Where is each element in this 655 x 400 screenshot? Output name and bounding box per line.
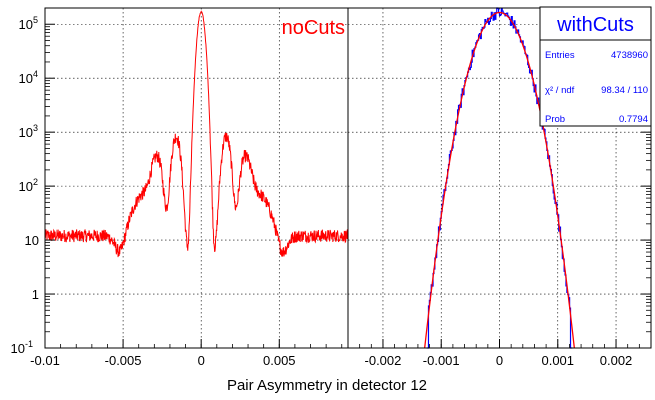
- left-x-ticks: -0.01 -0.005 0 0.005: [30, 339, 343, 368]
- left-y-tick-label: 1: [32, 287, 39, 302]
- stats-box-frame: [539, 6, 652, 127]
- x-axis-label: Pair Asymmetry in detector 12: [227, 377, 427, 394]
- stats-label-chi2ndf: χ² / ndf: [545, 85, 575, 96]
- left-y-tick-label: 102: [19, 177, 38, 194]
- left-panel-title: noCuts: [282, 17, 345, 39]
- right-x-tick-label: 0.001: [541, 353, 574, 368]
- stats-label-prob: Prob: [545, 114, 565, 125]
- nocuts-curve: [44, 10, 349, 258]
- right-x-tick-label: -0.001: [423, 353, 460, 368]
- left-x-tick-label: 0.005: [263, 353, 296, 368]
- left-series-nocuts: [44, 10, 349, 258]
- stats-value-prob: 0.7794: [619, 114, 648, 125]
- left-x-tick-label: -0.01: [30, 353, 60, 368]
- right-panel-withcuts: -0.002 -0.001 0 0.001 0.002 withCuts Entries…: [347, 6, 652, 368]
- stats-box: withCuts Entries 4738960 χ² / ndf 98.34 …: [539, 6, 652, 127]
- right-x-ticks: -0.002 -0.001 0 0.001 0.002: [359, 339, 640, 368]
- left-y-tick-label: 10-1: [11, 339, 33, 356]
- stats-value-chi2ndf: 98.34 / 110: [601, 85, 648, 96]
- right-x-tick-label: 0: [496, 353, 503, 368]
- left-y-tick-label: 105: [19, 15, 38, 32]
- left-y-tick-label: 10: [25, 233, 39, 248]
- left-x-tick-label: 0: [198, 353, 205, 368]
- stats-title: withCuts: [556, 14, 634, 36]
- right-x-tick-label: -0.002: [365, 353, 402, 368]
- left-y-tick-label: 104: [19, 69, 38, 86]
- stats-label-entries: Entries: [545, 50, 575, 61]
- right-gaussian-fit: [424, 11, 575, 348]
- withcuts-fit-curve: [424, 11, 575, 348]
- left-y-tick-label: 103: [19, 123, 38, 140]
- right-x-tick-label: 0.002: [600, 353, 633, 368]
- stats-value-entries: 4738960: [611, 50, 648, 61]
- left-x-tick-label: -0.005: [105, 353, 142, 368]
